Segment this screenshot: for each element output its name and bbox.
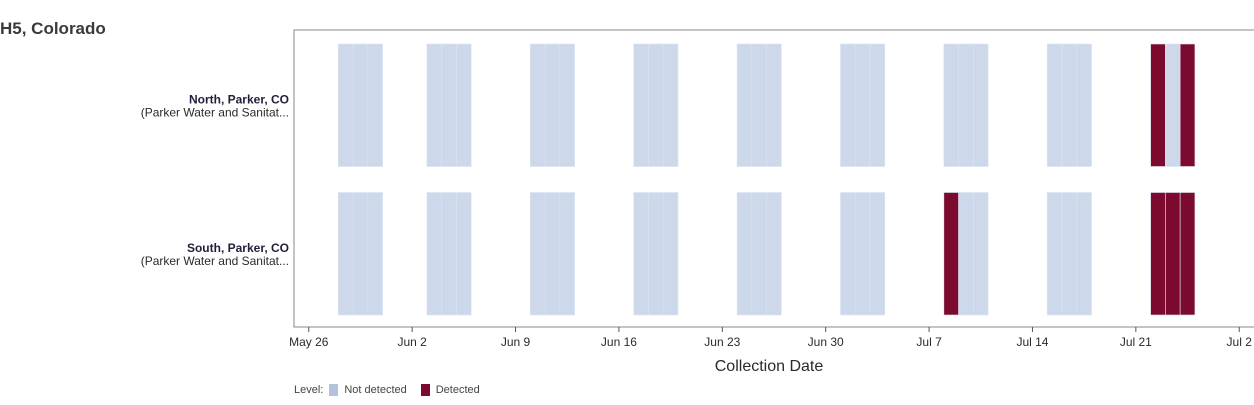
heatmap-cell — [544, 192, 561, 316]
heatmap-cell — [854, 192, 871, 316]
heatmap-cell — [648, 192, 664, 316]
legend: Level: Not detected Detected — [294, 384, 488, 396]
heatmap-cell — [441, 43, 457, 167]
x-tick-label: Jun 30 — [808, 335, 844, 349]
x-tick-label: Jun 9 — [501, 335, 531, 349]
heatmap-cell — [456, 192, 472, 316]
x-tick-label: May 26 — [289, 335, 329, 349]
heatmap-cell — [736, 43, 753, 167]
heatmap-cell — [441, 192, 457, 316]
heatmap-cell — [766, 43, 782, 167]
heatmap-cell — [530, 43, 546, 167]
x-tick-label: Jun 16 — [601, 335, 637, 349]
x-tick-label: Jun 2 — [397, 335, 427, 349]
heatmap-cell — [367, 43, 383, 167]
heatmap-cell — [1061, 43, 1078, 167]
row-label-name: North, Parker, CO — [189, 92, 289, 106]
heatmap-cell — [426, 43, 442, 167]
row-label-name: South, Parker, CO — [187, 241, 289, 255]
legend-item-not-detected[interactable]: Not detected — [329, 384, 407, 396]
heatmap-cell — [869, 192, 886, 316]
heatmap-cell — [530, 192, 546, 316]
heatmap-cell — [840, 43, 856, 167]
heatmap-cell — [943, 43, 959, 167]
x-axis-title: Collection Date — [715, 358, 824, 375]
heatmap-cell — [840, 192, 856, 316]
heatmap-cell — [662, 192, 679, 316]
heatmap-cell — [1061, 192, 1078, 316]
chart-title: H5, Colorado — [0, 19, 106, 38]
x-tick-label: Jul 21 — [1120, 335, 1152, 349]
legend-text-detected: Detected — [435, 384, 480, 396]
heatmap-cell — [766, 192, 782, 316]
heatmap-cell — [1179, 43, 1196, 167]
heatmap-cell — [943, 192, 959, 316]
heatmap-cell — [559, 192, 575, 316]
heatmap-cell — [1165, 43, 1181, 167]
legend-label: Level: — [294, 384, 324, 396]
x-tick-label: Jun 23 — [704, 335, 740, 349]
heatmap-cell — [1076, 192, 1092, 316]
heatmap-cell — [751, 192, 767, 316]
heatmap-cell — [338, 43, 354, 167]
heatmap-cell — [1165, 192, 1181, 316]
plot-frame — [293, 29, 1254, 328]
heatmap-cell — [1179, 192, 1196, 316]
heatmap-cell — [869, 43, 886, 167]
heatmap-cell — [1150, 192, 1166, 316]
heatmap-cell — [338, 192, 354, 316]
x-tick-label: Jul 7 — [916, 335, 942, 349]
heatmap-cell — [973, 43, 989, 167]
heatmap-chart: North, Parker, CO(Parker Water and Sanit… — [141, 29, 1254, 375]
legend-swatch-detected — [420, 384, 430, 396]
x-tick-label: Jul 14 — [1016, 335, 1048, 349]
heatmap-cell — [426, 192, 442, 316]
heatmap-cell — [633, 43, 649, 167]
heatmap-cell — [1046, 43, 1063, 167]
heatmap-cell — [352, 192, 369, 316]
row-label-subtitle: (Parker Water and Sanitat... — [141, 254, 289, 268]
heatmap-cell — [648, 43, 664, 167]
row-label-subtitle: (Parker Water and Sanitat... — [141, 105, 289, 119]
heatmap-cell — [544, 43, 561, 167]
heatmap-cell — [1076, 43, 1092, 167]
heatmap-cell — [1150, 43, 1166, 167]
heatmap-cell — [352, 43, 369, 167]
heatmap-cell — [958, 43, 974, 167]
heatmap-cell — [973, 192, 989, 316]
x-tick-label: Jul 2 — [1227, 335, 1253, 349]
heatmap-cell — [751, 43, 767, 167]
heatmap-cell — [1046, 192, 1063, 316]
heatmap-cell — [633, 192, 649, 316]
heatmap-cell — [456, 43, 472, 167]
legend-swatch-not-detected — [329, 384, 339, 396]
heatmap-cell — [958, 192, 974, 316]
heatmap-cell — [736, 192, 753, 316]
legend-text-not-detected: Not detected — [344, 384, 407, 396]
heatmap-cell — [854, 43, 871, 167]
heatmap-cell — [367, 192, 383, 316]
heatmap-cell — [662, 43, 679, 167]
legend-item-detected[interactable]: Detected — [420, 384, 480, 396]
heatmap-cell — [559, 43, 575, 167]
